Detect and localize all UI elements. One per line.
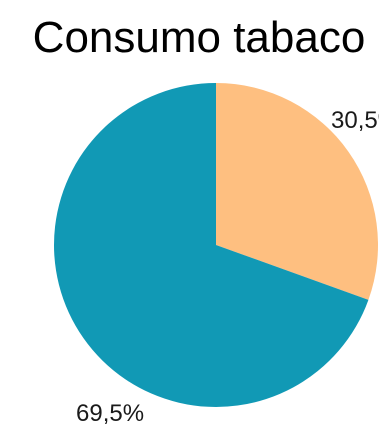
pie-data-label-2: 69,5% xyxy=(76,400,144,427)
pie-data-label-1: 30,5% xyxy=(331,107,379,134)
pie-slices xyxy=(53,83,378,407)
chart-title: Consumo tabaco xyxy=(33,13,366,62)
pie-data-labels: 30,5% 69,5% xyxy=(76,107,379,427)
pie-slice-1 xyxy=(216,83,378,300)
pie-slice-2 xyxy=(53,83,369,407)
